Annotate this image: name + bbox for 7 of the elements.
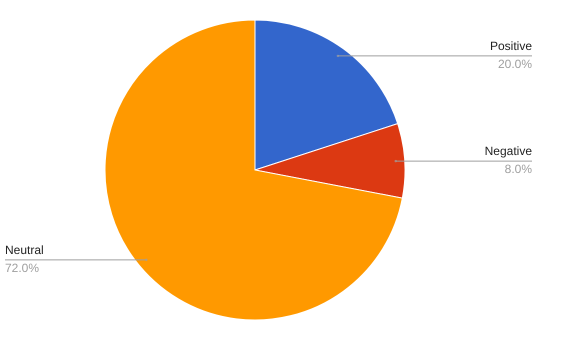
slice-label: Positive	[490, 38, 532, 53]
pie-slice	[104, 20, 403, 320]
slice-label: Negative	[484, 144, 532, 158]
data-label: 20.0%	[498, 56, 532, 71]
data-label: 72.0%	[5, 260, 40, 275]
data-label: 8.0%	[504, 162, 532, 176]
slice-label: Neutral	[5, 242, 44, 257]
